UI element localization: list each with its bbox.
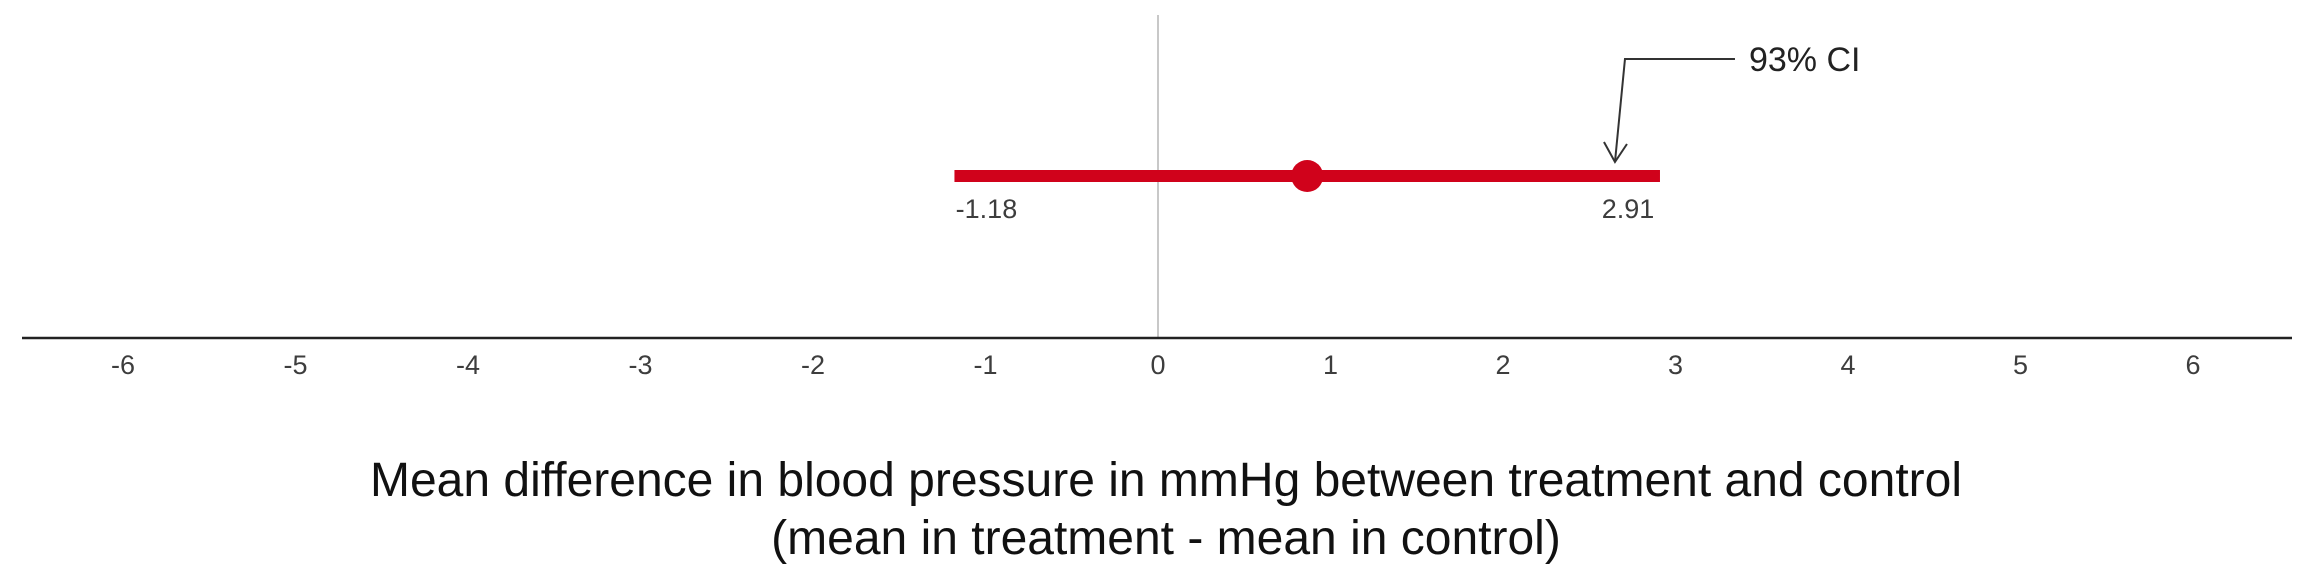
x-tick-label: 0 [1150,350,1165,380]
x-tick-label: -2 [801,350,825,380]
x-axis-label-line1: Mean difference in blood pressure in mmH… [370,454,1962,507]
x-tick-label: 2 [1495,350,1510,380]
annotation-arrowhead-icon [1603,141,1628,164]
annotation-label: 93% CI [1749,41,1861,79]
ci-lower-label: -1.18 [956,194,1018,224]
x-tick-label: -1 [973,350,997,380]
x-tick-label: 3 [1668,350,1683,380]
x-tick-label: -5 [283,350,307,380]
point-estimate-marker [1291,160,1324,192]
ci-upper-label: 2.91 [1602,194,1655,224]
x-tick-label: 4 [1840,350,1855,380]
x-tick-label: -6 [111,350,135,380]
x-tick-label: 5 [2013,350,2028,380]
x-axis-ticks: -6 -5 -4 -3 -2 -1 0 1 2 3 4 5 6 [111,350,2201,380]
x-tick-label: -4 [456,350,480,380]
annotation-arrow [1613,58,1735,163]
x-tick-label: 6 [2185,350,2200,380]
x-tick-label: 1 [1323,350,1338,380]
x-axis-label-line2: (mean in treatment - mean in control) [771,512,1561,565]
x-tick-label: -3 [628,350,652,380]
